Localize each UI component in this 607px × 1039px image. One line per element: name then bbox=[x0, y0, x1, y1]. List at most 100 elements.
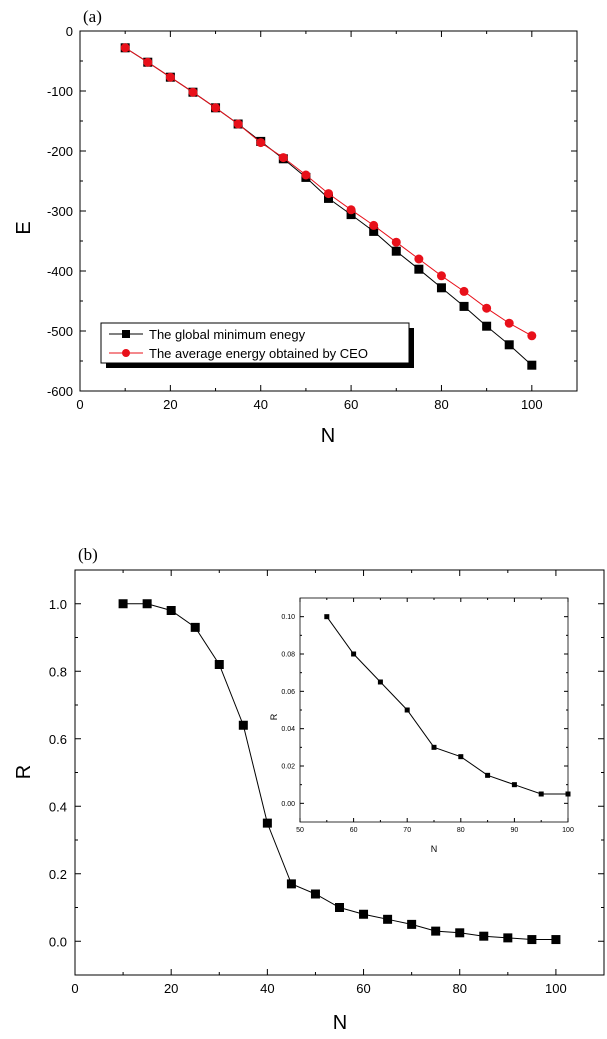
y-tick-label: 0 bbox=[66, 24, 73, 39]
inset-r-series-point bbox=[431, 744, 437, 750]
y-tick-label: -300 bbox=[47, 204, 73, 219]
r-series-point bbox=[190, 622, 200, 632]
x-tick-label: 40 bbox=[260, 981, 274, 996]
y-tick-label: 0.8 bbox=[49, 664, 67, 679]
global-min-series-point bbox=[436, 283, 446, 293]
inset-r-series-point bbox=[538, 791, 544, 797]
y-tick-label: 0.10 bbox=[281, 614, 295, 621]
y-axis-label-a: E bbox=[13, 221, 35, 234]
ceo-average-series-point bbox=[482, 303, 492, 313]
ceo-average-series-point bbox=[188, 87, 198, 97]
x-axis-label-b: N bbox=[333, 1012, 347, 1034]
x-tick-label: 60 bbox=[350, 827, 358, 834]
global-min-series-point bbox=[346, 210, 356, 220]
ceo-average-series-point bbox=[504, 318, 514, 328]
y-tick-label: 0.08 bbox=[281, 652, 295, 659]
y-tick-label: -500 bbox=[47, 324, 73, 339]
x-tick-label: 70 bbox=[403, 827, 411, 834]
ceo-average-series-point bbox=[256, 138, 266, 148]
r-series-point bbox=[383, 914, 393, 924]
y-tick-label: 0.4 bbox=[49, 799, 67, 814]
ceo-average-series-point bbox=[324, 189, 333, 199]
inset-r-series-point bbox=[351, 651, 357, 657]
r-series-point bbox=[503, 933, 513, 943]
x-tick-label: 0 bbox=[76, 397, 83, 412]
r-series-point bbox=[359, 909, 369, 919]
r-series-point bbox=[407, 919, 417, 929]
x-tick-label: 100 bbox=[521, 397, 543, 412]
legend-marker-ceo bbox=[122, 349, 130, 357]
global-min-series-point bbox=[504, 340, 514, 350]
x-tick-label: 0 bbox=[71, 981, 78, 996]
r-series-point bbox=[310, 889, 320, 899]
inset-r-series-point bbox=[404, 707, 410, 713]
r-series-point bbox=[479, 931, 489, 941]
x-tick-label: 100 bbox=[545, 981, 567, 996]
ceo-average-series-point bbox=[527, 331, 537, 341]
ceo-average-series-point bbox=[459, 286, 469, 296]
x-tick-label: 50 bbox=[296, 827, 304, 834]
global-min-series-point bbox=[527, 360, 537, 370]
ceo-average-series-point bbox=[211, 103, 221, 113]
global-min-series-point bbox=[482, 321, 492, 331]
r-series-point bbox=[455, 928, 465, 938]
chart-a: (a) 0 20 40 60 80 100 0 -100 -200 -300 -400 -500 -60… bbox=[13, 7, 578, 447]
global-min-series-point bbox=[369, 226, 379, 236]
y-axis-label-b: R bbox=[13, 765, 35, 779]
y-tick-label: 0.6 bbox=[49, 732, 67, 747]
legend-label-global: The global minimum enegy bbox=[149, 327, 306, 342]
legend-a: The global minimum enegy The average ene… bbox=[100, 322, 414, 368]
ceo-average-series-point bbox=[436, 271, 446, 281]
ceo-average-series-point bbox=[369, 220, 379, 230]
inset-r-series-line bbox=[326, 616, 568, 795]
x-axis-label-a: N bbox=[321, 425, 335, 447]
x-tick-label: 80 bbox=[452, 981, 466, 996]
ceo-average-series-point bbox=[301, 170, 311, 180]
global-min-series-point bbox=[391, 246, 401, 256]
legend-box bbox=[100, 322, 410, 364]
y-tick-label: 1.0 bbox=[49, 597, 67, 612]
ceo-average-series-point bbox=[165, 72, 175, 82]
global-min-series-point bbox=[324, 193, 333, 203]
inset-r-series-point bbox=[565, 791, 571, 797]
inset-y-axis-label: R bbox=[269, 713, 279, 720]
legend-marker-global bbox=[122, 330, 130, 338]
x-tick-label: 60 bbox=[356, 981, 370, 996]
legend-label-ceo: The average energy obtained by CEO bbox=[149, 346, 368, 361]
panel-label-a: (a) bbox=[83, 7, 102, 26]
y-tick-label: 0.06 bbox=[281, 689, 295, 696]
ceo-average-series-point bbox=[391, 237, 401, 247]
x-tick-label: 60 bbox=[344, 397, 358, 412]
global-min-series-point bbox=[459, 301, 469, 311]
ceo-average-series-point bbox=[233, 119, 243, 129]
ceo-average-series-point bbox=[414, 254, 424, 264]
inset-r-series-point bbox=[458, 754, 464, 760]
chart-b: (b) 0 20 40 60 80 100 0.0 0.2 0.4 0.6 0.8 1.0 N R bbox=[13, 545, 605, 1034]
ceo-average-series-point bbox=[120, 43, 130, 53]
y-tick-label: 0.02 bbox=[281, 764, 295, 771]
x-tick-label: 80 bbox=[457, 827, 465, 834]
ceo-average-series-point bbox=[278, 153, 288, 163]
r-series-point bbox=[527, 935, 537, 945]
r-series-point bbox=[118, 599, 128, 609]
global-min-series-line bbox=[124, 47, 533, 366]
x-tick-label: 20 bbox=[164, 981, 178, 996]
y-tick-label: 0.2 bbox=[49, 867, 67, 882]
x-tick-label: 20 bbox=[163, 397, 177, 412]
x-tick-label: 40 bbox=[253, 397, 267, 412]
inset-frame bbox=[299, 597, 569, 823]
r-series-point bbox=[238, 720, 248, 730]
y-tick-label: -400 bbox=[47, 264, 73, 279]
y-tick-label: -600 bbox=[47, 384, 73, 399]
x-tick-label: 100 bbox=[562, 827, 574, 834]
inset-r-series-point bbox=[485, 772, 491, 778]
r-series-point bbox=[262, 818, 272, 828]
r-series-point bbox=[214, 660, 224, 669]
y-tick-label: 0.04 bbox=[281, 726, 295, 733]
ceo-average-series-point bbox=[346, 205, 356, 215]
r-series-point bbox=[431, 926, 441, 936]
y-tick-label: 0.00 bbox=[281, 801, 295, 808]
r-series-point bbox=[142, 599, 152, 609]
r-series-point bbox=[286, 879, 296, 889]
